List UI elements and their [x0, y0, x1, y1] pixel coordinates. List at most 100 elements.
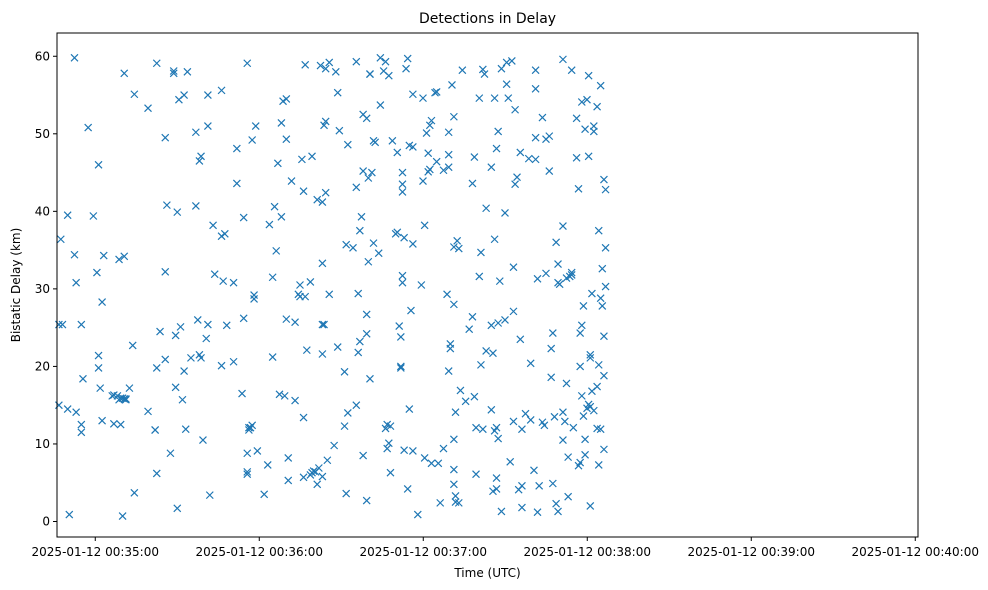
data-point-194 [364, 257, 373, 266]
data-point-107 [248, 136, 257, 144]
data-point-188 [359, 451, 368, 460]
data-point-324 [509, 307, 518, 316]
y-tick-label-6: 60 [35, 49, 50, 63]
data-point-202 [374, 249, 383, 258]
data-point-388 [577, 321, 586, 330]
data-point-335 [521, 409, 530, 418]
data-point-279 [456, 386, 465, 395]
data-point-59 [171, 331, 180, 340]
data-point-48 [152, 364, 161, 372]
data-point-376 [567, 268, 576, 277]
y-tick-label-1: 10 [35, 437, 50, 451]
data-point-115 [268, 273, 277, 282]
data-point-61 [173, 208, 182, 217]
data-point-89 [219, 277, 228, 286]
data-point-407 [589, 406, 598, 415]
data-point-101 [243, 467, 252, 476]
data-point-244 [420, 453, 429, 462]
data-point-154 [318, 472, 327, 481]
data-point-297 [482, 346, 491, 355]
data-point-22 [98, 298, 107, 306]
y-tick-label-2: 20 [35, 359, 50, 373]
data-point-351 [542, 269, 550, 278]
data-point-85 [210, 270, 219, 279]
data-point-368 [559, 436, 567, 445]
data-point-161 [321, 117, 330, 126]
data-point-173 [342, 489, 351, 498]
data-point-378 [569, 423, 578, 432]
data-point-238 [408, 447, 417, 455]
data-point-150 [313, 480, 322, 489]
data-point-14 [79, 374, 87, 383]
data-point-39 [121, 395, 130, 404]
data-point-318 [502, 80, 511, 89]
data-point-131 [291, 318, 299, 327]
data-point-371 [562, 379, 571, 388]
data-point-337 [526, 359, 535, 368]
data-point-309 [492, 485, 501, 493]
data-point-180 [352, 401, 361, 410]
x-tick-label-3: 2025-01-12 00:38:00 [524, 545, 651, 559]
data-point-6 [65, 510, 74, 519]
y-tick-label-5: 50 [35, 127, 50, 141]
data-point-93 [229, 357, 238, 366]
data-point-218 [395, 322, 404, 331]
data-point-92 [229, 278, 238, 287]
data-point-185 [357, 212, 366, 221]
data-point-54 [161, 355, 170, 364]
data-point-79 [202, 334, 211, 343]
data-point-207 [381, 424, 390, 433]
data-point-106 [248, 421, 257, 430]
data-point-252 [431, 88, 439, 97]
data-point-250 [427, 116, 436, 125]
data-point-354 [547, 344, 556, 353]
data-point-422 [600, 371, 608, 380]
data-point-257 [439, 166, 448, 175]
data-point-129 [284, 476, 293, 485]
data-point-231 [403, 485, 412, 493]
data-point-10 [72, 408, 81, 417]
data-point-74 [195, 157, 204, 165]
data-point-379 [572, 114, 581, 123]
data-point-139 [299, 413, 308, 422]
data-point-102 [243, 470, 252, 479]
data-point-255 [434, 459, 443, 468]
data-point-57 [169, 67, 178, 75]
data-point-175 [343, 140, 352, 149]
x-axis-ticks: 2025-01-12 00:35:00 2025-01-12 00:36:00 20… [32, 537, 979, 559]
data-point-45 [144, 407, 152, 416]
data-point-292 [477, 360, 485, 369]
data-point-52 [161, 133, 170, 142]
data-point-70 [187, 353, 195, 362]
data-point-399 [586, 502, 595, 510]
data-point-425 [601, 282, 610, 291]
data-point-109 [250, 291, 258, 300]
data-point-80 [203, 320, 212, 329]
data-point-261 [444, 150, 453, 159]
data-point-81 [203, 122, 212, 130]
data-point-196 [366, 70, 374, 79]
data-point-298 [487, 163, 496, 172]
data-point-410 [593, 382, 602, 391]
data-point-227 [400, 233, 409, 242]
data-point-288 [472, 423, 480, 432]
data-point-342 [531, 133, 540, 142]
data-point-272 [449, 480, 458, 489]
data-point-396 [584, 71, 593, 80]
data-point-163 [323, 456, 332, 465]
data-point-416 [596, 425, 605, 434]
data-point-43 [130, 488, 139, 497]
data-point-90 [220, 229, 229, 238]
data-point-143 [306, 277, 315, 286]
data-point-334 [518, 503, 526, 512]
data-point-72 [191, 201, 200, 210]
data-point-332 [518, 481, 526, 490]
data-point-356 [548, 479, 557, 488]
data-point-172 [340, 422, 349, 431]
data-point-138 [299, 187, 308, 196]
data-point-40 [125, 384, 134, 393]
data-point-76 [197, 152, 205, 161]
data-point-4 [63, 211, 72, 220]
data-point-267 [449, 112, 458, 121]
